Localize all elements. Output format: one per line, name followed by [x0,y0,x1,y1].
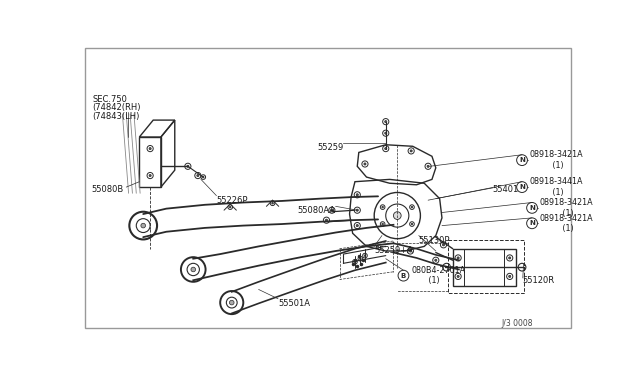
Circle shape [435,259,437,261]
Circle shape [410,150,412,152]
Circle shape [382,206,383,208]
Text: 55501A: 55501A [278,299,310,308]
Circle shape [457,275,460,278]
Text: J/3 0008: J/3 0008 [501,319,532,328]
Circle shape [527,218,538,229]
Circle shape [149,174,151,177]
Circle shape [229,206,231,208]
Circle shape [410,250,412,252]
Circle shape [398,270,409,281]
Circle shape [364,163,366,165]
Circle shape [202,176,204,178]
Text: 55120R: 55120R [523,276,555,285]
Circle shape [411,223,413,225]
Circle shape [149,148,151,150]
Circle shape [272,202,273,204]
Text: N: N [529,220,535,226]
Circle shape [382,223,383,225]
Text: N: N [519,184,525,190]
Circle shape [356,209,358,211]
Circle shape [427,165,429,167]
Circle shape [385,132,387,134]
Circle shape [509,257,511,259]
Circle shape [354,261,356,263]
Text: N: N [529,205,535,211]
Text: SEC.750: SEC.750 [92,95,127,104]
Text: 08918-3421A
         (1): 08918-3421A (1) [530,150,584,170]
Circle shape [187,165,189,167]
Circle shape [411,206,413,208]
Text: 08918-3421A
         (1): 08918-3421A (1) [540,198,593,218]
Text: 55259+A: 55259+A [374,246,413,256]
Text: 080B4-2701A
       (1): 080B4-2701A (1) [411,266,465,285]
Circle shape [442,244,445,246]
Circle shape [457,257,460,259]
Circle shape [141,223,145,228]
Text: 55259: 55259 [317,143,344,152]
Text: 55080B: 55080B [92,185,124,194]
Text: 55401: 55401 [493,185,519,194]
Circle shape [191,267,196,272]
Text: 55080AA: 55080AA [298,206,336,215]
Circle shape [331,209,333,211]
Circle shape [196,174,199,177]
Circle shape [356,194,358,196]
Circle shape [394,212,401,219]
Text: 55130P: 55130P [419,235,451,245]
Circle shape [385,121,387,123]
Text: (74843(LH): (74843(LH) [92,112,140,121]
Circle shape [516,182,527,192]
Circle shape [516,155,527,166]
Circle shape [509,275,511,278]
Text: 08918-3421A
         (1): 08918-3421A (1) [540,214,593,233]
Circle shape [325,219,328,221]
Circle shape [360,258,361,260]
Text: N: N [519,157,525,163]
Circle shape [364,255,366,256]
Text: (74842(RH): (74842(RH) [92,103,141,112]
Circle shape [527,202,538,213]
Circle shape [230,300,234,305]
Text: 55226P: 55226P [216,196,248,205]
Circle shape [356,225,358,227]
Circle shape [385,148,387,150]
Text: 08918-3441A
         (1): 08918-3441A (1) [530,177,583,197]
Text: B: B [401,273,406,279]
